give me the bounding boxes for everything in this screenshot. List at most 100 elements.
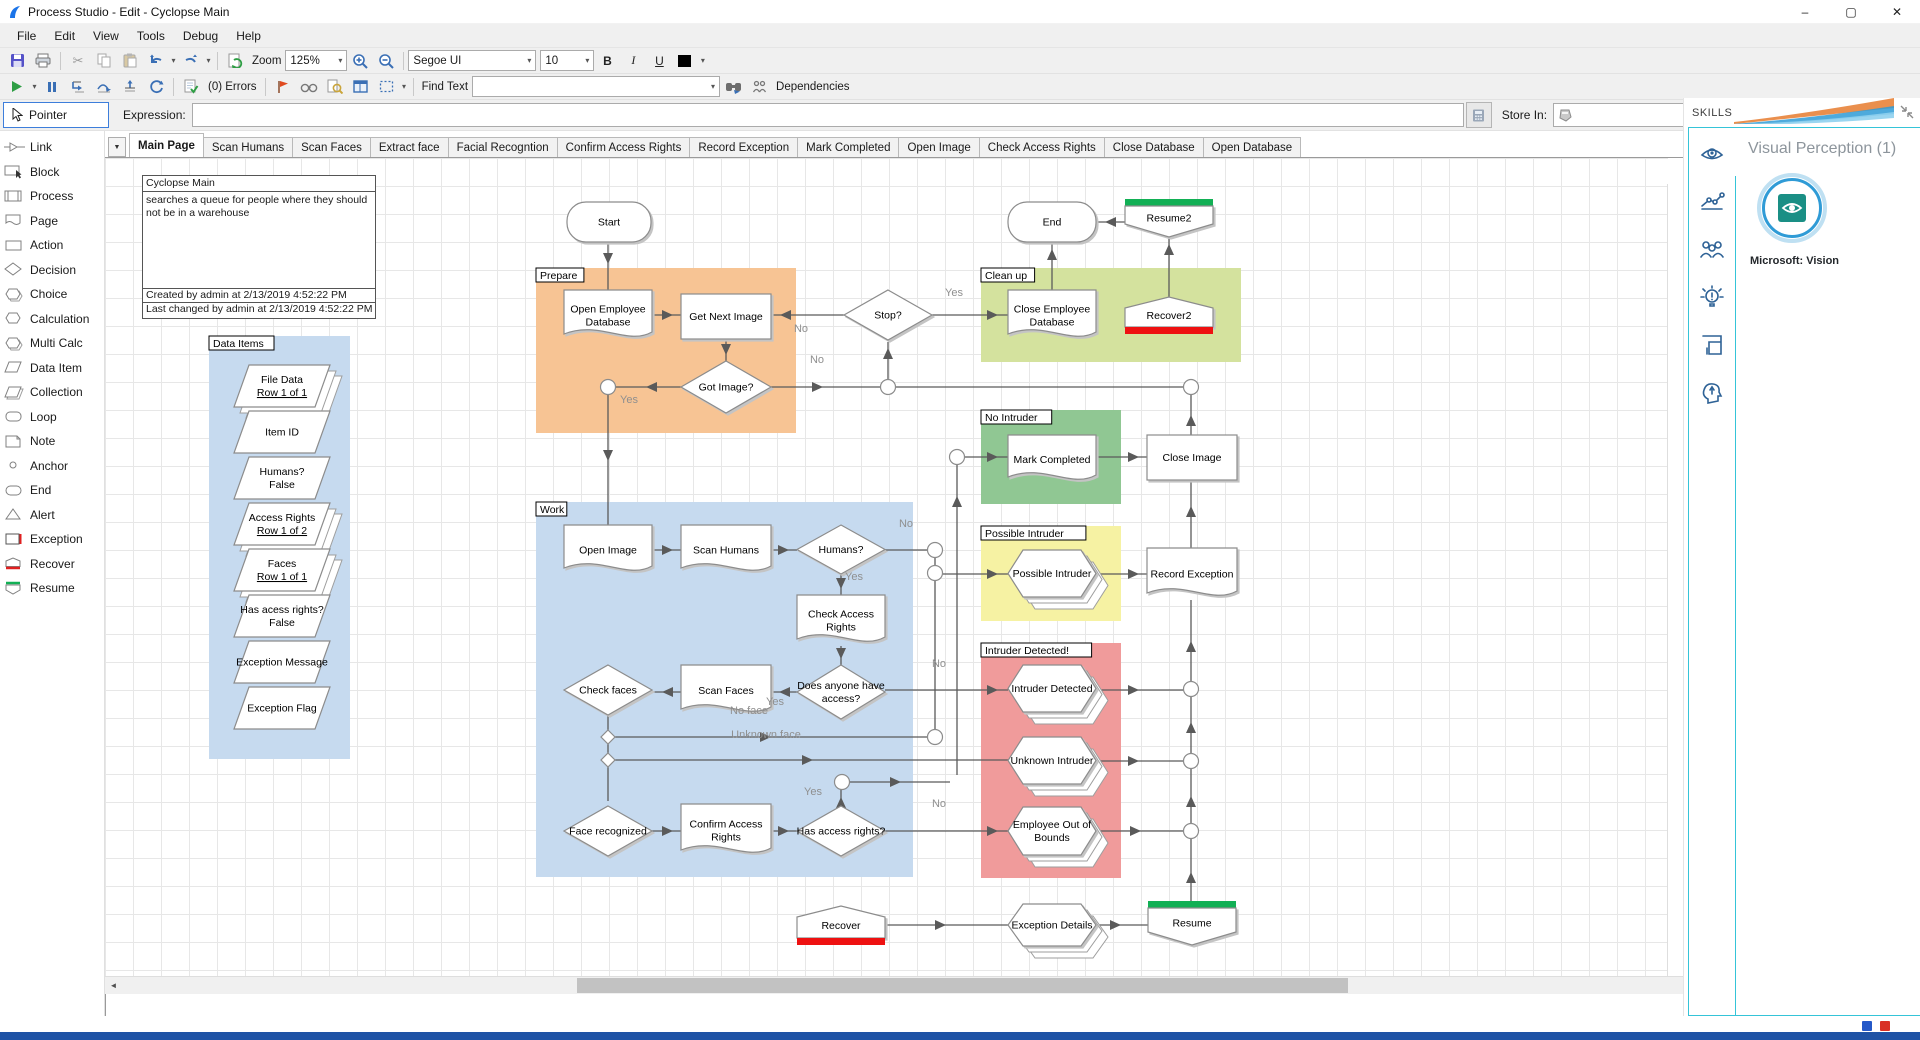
zoom-in-icon[interactable] bbox=[348, 49, 372, 72]
intruder-detected[interactable]: Intruder Detected bbox=[1007, 664, 1109, 725]
anchor-diamond[interactable] bbox=[600, 729, 616, 745]
toolbox-item-resume[interactable]: Resume bbox=[0, 576, 104, 601]
skill-category-analytics[interactable] bbox=[1689, 176, 1735, 224]
undo-dropdown-icon[interactable]: ▾ bbox=[171, 56, 176, 65]
tab-record-exception[interactable]: Record Exception bbox=[689, 137, 799, 157]
menu-help[interactable]: Help bbox=[236, 28, 261, 43]
underline-button[interactable]: U bbox=[655, 53, 664, 68]
toolbox-item-collection[interactable]: Collection bbox=[0, 380, 104, 405]
does-anyone-have-access[interactable]: Does anyone have access? bbox=[795, 664, 887, 720]
store-in-input[interactable] bbox=[1553, 103, 1697, 127]
validate-icon[interactable] bbox=[179, 75, 203, 98]
step-over-icon[interactable] bbox=[92, 75, 116, 98]
selection-mode-icon[interactable] bbox=[375, 75, 399, 98]
recover[interactable]: Recover bbox=[796, 905, 886, 945]
data-item-file-data[interactable]: File Data Row 1 of 1 bbox=[233, 364, 343, 419]
toolbox-item-note[interactable]: Note bbox=[0, 429, 104, 454]
menu-file[interactable]: File bbox=[17, 28, 37, 43]
resume[interactable]: Resume bbox=[1147, 901, 1237, 946]
process-info-note[interactable]: Cyclopse Main searches a queue for peopl… bbox=[142, 175, 376, 319]
face-recognized[interactable]: Face recognized bbox=[562, 805, 654, 857]
minimize-button[interactable]: – bbox=[1801, 4, 1809, 19]
toolbox-item-exception[interactable]: Exception bbox=[0, 527, 104, 552]
tab-facial-recogntion[interactable]: Facial Recogntion bbox=[447, 137, 558, 157]
tab-scan-humans[interactable]: Scan Humans bbox=[202, 137, 294, 157]
data-item-humans-[interactable]: Humans? False bbox=[233, 456, 331, 500]
open-image[interactable]: Open Image bbox=[563, 524, 653, 571]
skill-category-structure[interactable] bbox=[1689, 320, 1735, 368]
play-dropdown-icon[interactable]: ▾ bbox=[32, 82, 37, 91]
anchor[interactable] bbox=[926, 728, 944, 746]
tab-confirm-access-rights[interactable]: Confirm Access Rights bbox=[556, 137, 691, 157]
anchor[interactable] bbox=[1182, 752, 1200, 770]
toolbox-item-block[interactable]: Block bbox=[0, 160, 104, 185]
pause-button[interactable] bbox=[40, 75, 64, 98]
italic-button[interactable]: I bbox=[631, 53, 636, 67]
anchor[interactable] bbox=[1182, 680, 1200, 698]
selection-dropdown-icon[interactable]: ▾ bbox=[402, 82, 407, 91]
expression-input[interactable] bbox=[191, 103, 1464, 127]
possible-intruder[interactable]: Possible Intruder bbox=[1007, 549, 1109, 610]
exception-details[interactable]: Exception Details bbox=[1007, 903, 1109, 959]
mark-completed[interactable]: Mark Completed bbox=[1007, 434, 1097, 480]
toolbox-item-loop[interactable]: Loop bbox=[0, 405, 104, 430]
tab-scan-faces[interactable]: Scan Faces bbox=[292, 137, 371, 157]
resume2[interactable]: Resume2 bbox=[1124, 199, 1214, 238]
taskbar[interactable] bbox=[0, 1032, 1920, 1040]
tab-open-database[interactable]: Open Database bbox=[1202, 137, 1302, 157]
check-faces[interactable]: Check faces bbox=[562, 664, 654, 716]
dependencies-icon[interactable] bbox=[747, 75, 771, 98]
data-item-access-rights[interactable]: Access Rights Row 1 of 2 bbox=[233, 502, 343, 557]
close-employee-database[interactable]: Close Employee Database bbox=[1007, 289, 1097, 337]
print-button[interactable] bbox=[31, 49, 55, 72]
skill-category-cognition[interactable] bbox=[1689, 368, 1735, 416]
tray-red-icon[interactable] bbox=[1880, 1021, 1890, 1031]
horizontal-scrollbar[interactable]: ◄ ► bbox=[105, 976, 1702, 994]
process-canvas[interactable]: Prepare Work Clean up No Intruder Possible I… bbox=[105, 158, 1668, 976]
tab-close-database[interactable]: Close Database bbox=[1103, 137, 1204, 157]
scan-humans[interactable]: Scan Humans bbox=[680, 524, 772, 571]
reset-icon[interactable] bbox=[144, 75, 168, 98]
data-item-faces[interactable]: Faces Row 1 of 1 bbox=[233, 548, 343, 603]
tab-check-access-rights[interactable]: Check Access Rights bbox=[978, 137, 1105, 157]
vertical-scrollbar[interactable]: ▲ ▼ bbox=[1667, 184, 1668, 976]
anchor[interactable] bbox=[926, 564, 944, 582]
data-item-item-id[interactable]: Item ID bbox=[233, 410, 331, 454]
stop[interactable]: Stop? bbox=[842, 289, 934, 341]
font-color-button[interactable] bbox=[673, 49, 697, 72]
dependencies-label[interactable]: Dependencies bbox=[776, 80, 850, 93]
anchor[interactable] bbox=[599, 378, 617, 396]
step-out-icon[interactable] bbox=[118, 75, 142, 98]
start[interactable]: Start bbox=[566, 201, 652, 243]
humans[interactable]: Humans? bbox=[795, 524, 887, 575]
collapse-panel-icon[interactable] bbox=[1900, 105, 1914, 122]
toolbox-item-anchor[interactable]: Anchor bbox=[0, 454, 104, 479]
employee-out-of-bounds[interactable]: Employee Out of Bounds bbox=[1007, 806, 1109, 868]
toolbox-item-end[interactable]: End bbox=[0, 478, 104, 503]
toolbox-item-data-item[interactable]: Data Item bbox=[0, 356, 104, 381]
paste-icon[interactable] bbox=[118, 49, 142, 72]
toolbox-item-page[interactable]: Page bbox=[0, 209, 104, 234]
toolbox-item-choice[interactable]: Choice bbox=[0, 282, 104, 307]
tab-open-image[interactable]: Open Image bbox=[898, 137, 980, 157]
confirm-access-rights[interactable]: Confirm Access Rights bbox=[680, 803, 772, 853]
refresh-page-icon[interactable] bbox=[223, 49, 247, 72]
data-item-exception-flag[interactable]: Exception Flag bbox=[233, 686, 331, 730]
copy-icon[interactable] bbox=[92, 49, 116, 72]
undo-icon[interactable] bbox=[144, 49, 168, 72]
tab-list-dropdown[interactable]: ▼ bbox=[108, 137, 126, 157]
tab-mark-completed[interactable]: Mark Completed bbox=[797, 137, 900, 157]
expression-builder-button[interactable] bbox=[1465, 102, 1492, 128]
menu-edit[interactable]: Edit bbox=[54, 28, 76, 43]
recover2[interactable]: Recover2 bbox=[1124, 296, 1214, 334]
anchor[interactable] bbox=[1182, 822, 1200, 840]
horizontal-scroll-thumb[interactable] bbox=[577, 978, 1348, 993]
anchor[interactable] bbox=[926, 541, 944, 559]
step-into-icon[interactable] bbox=[66, 75, 90, 98]
anchor[interactable] bbox=[833, 773, 851, 791]
got-image[interactable]: Got Image? bbox=[679, 360, 773, 414]
toolbox-item-alert[interactable]: Alert bbox=[0, 503, 104, 528]
end[interactable]: End bbox=[1007, 201, 1097, 243]
open-employee-database[interactable]: Open Employee Database bbox=[563, 289, 653, 337]
menu-tools[interactable]: Tools bbox=[136, 28, 165, 43]
